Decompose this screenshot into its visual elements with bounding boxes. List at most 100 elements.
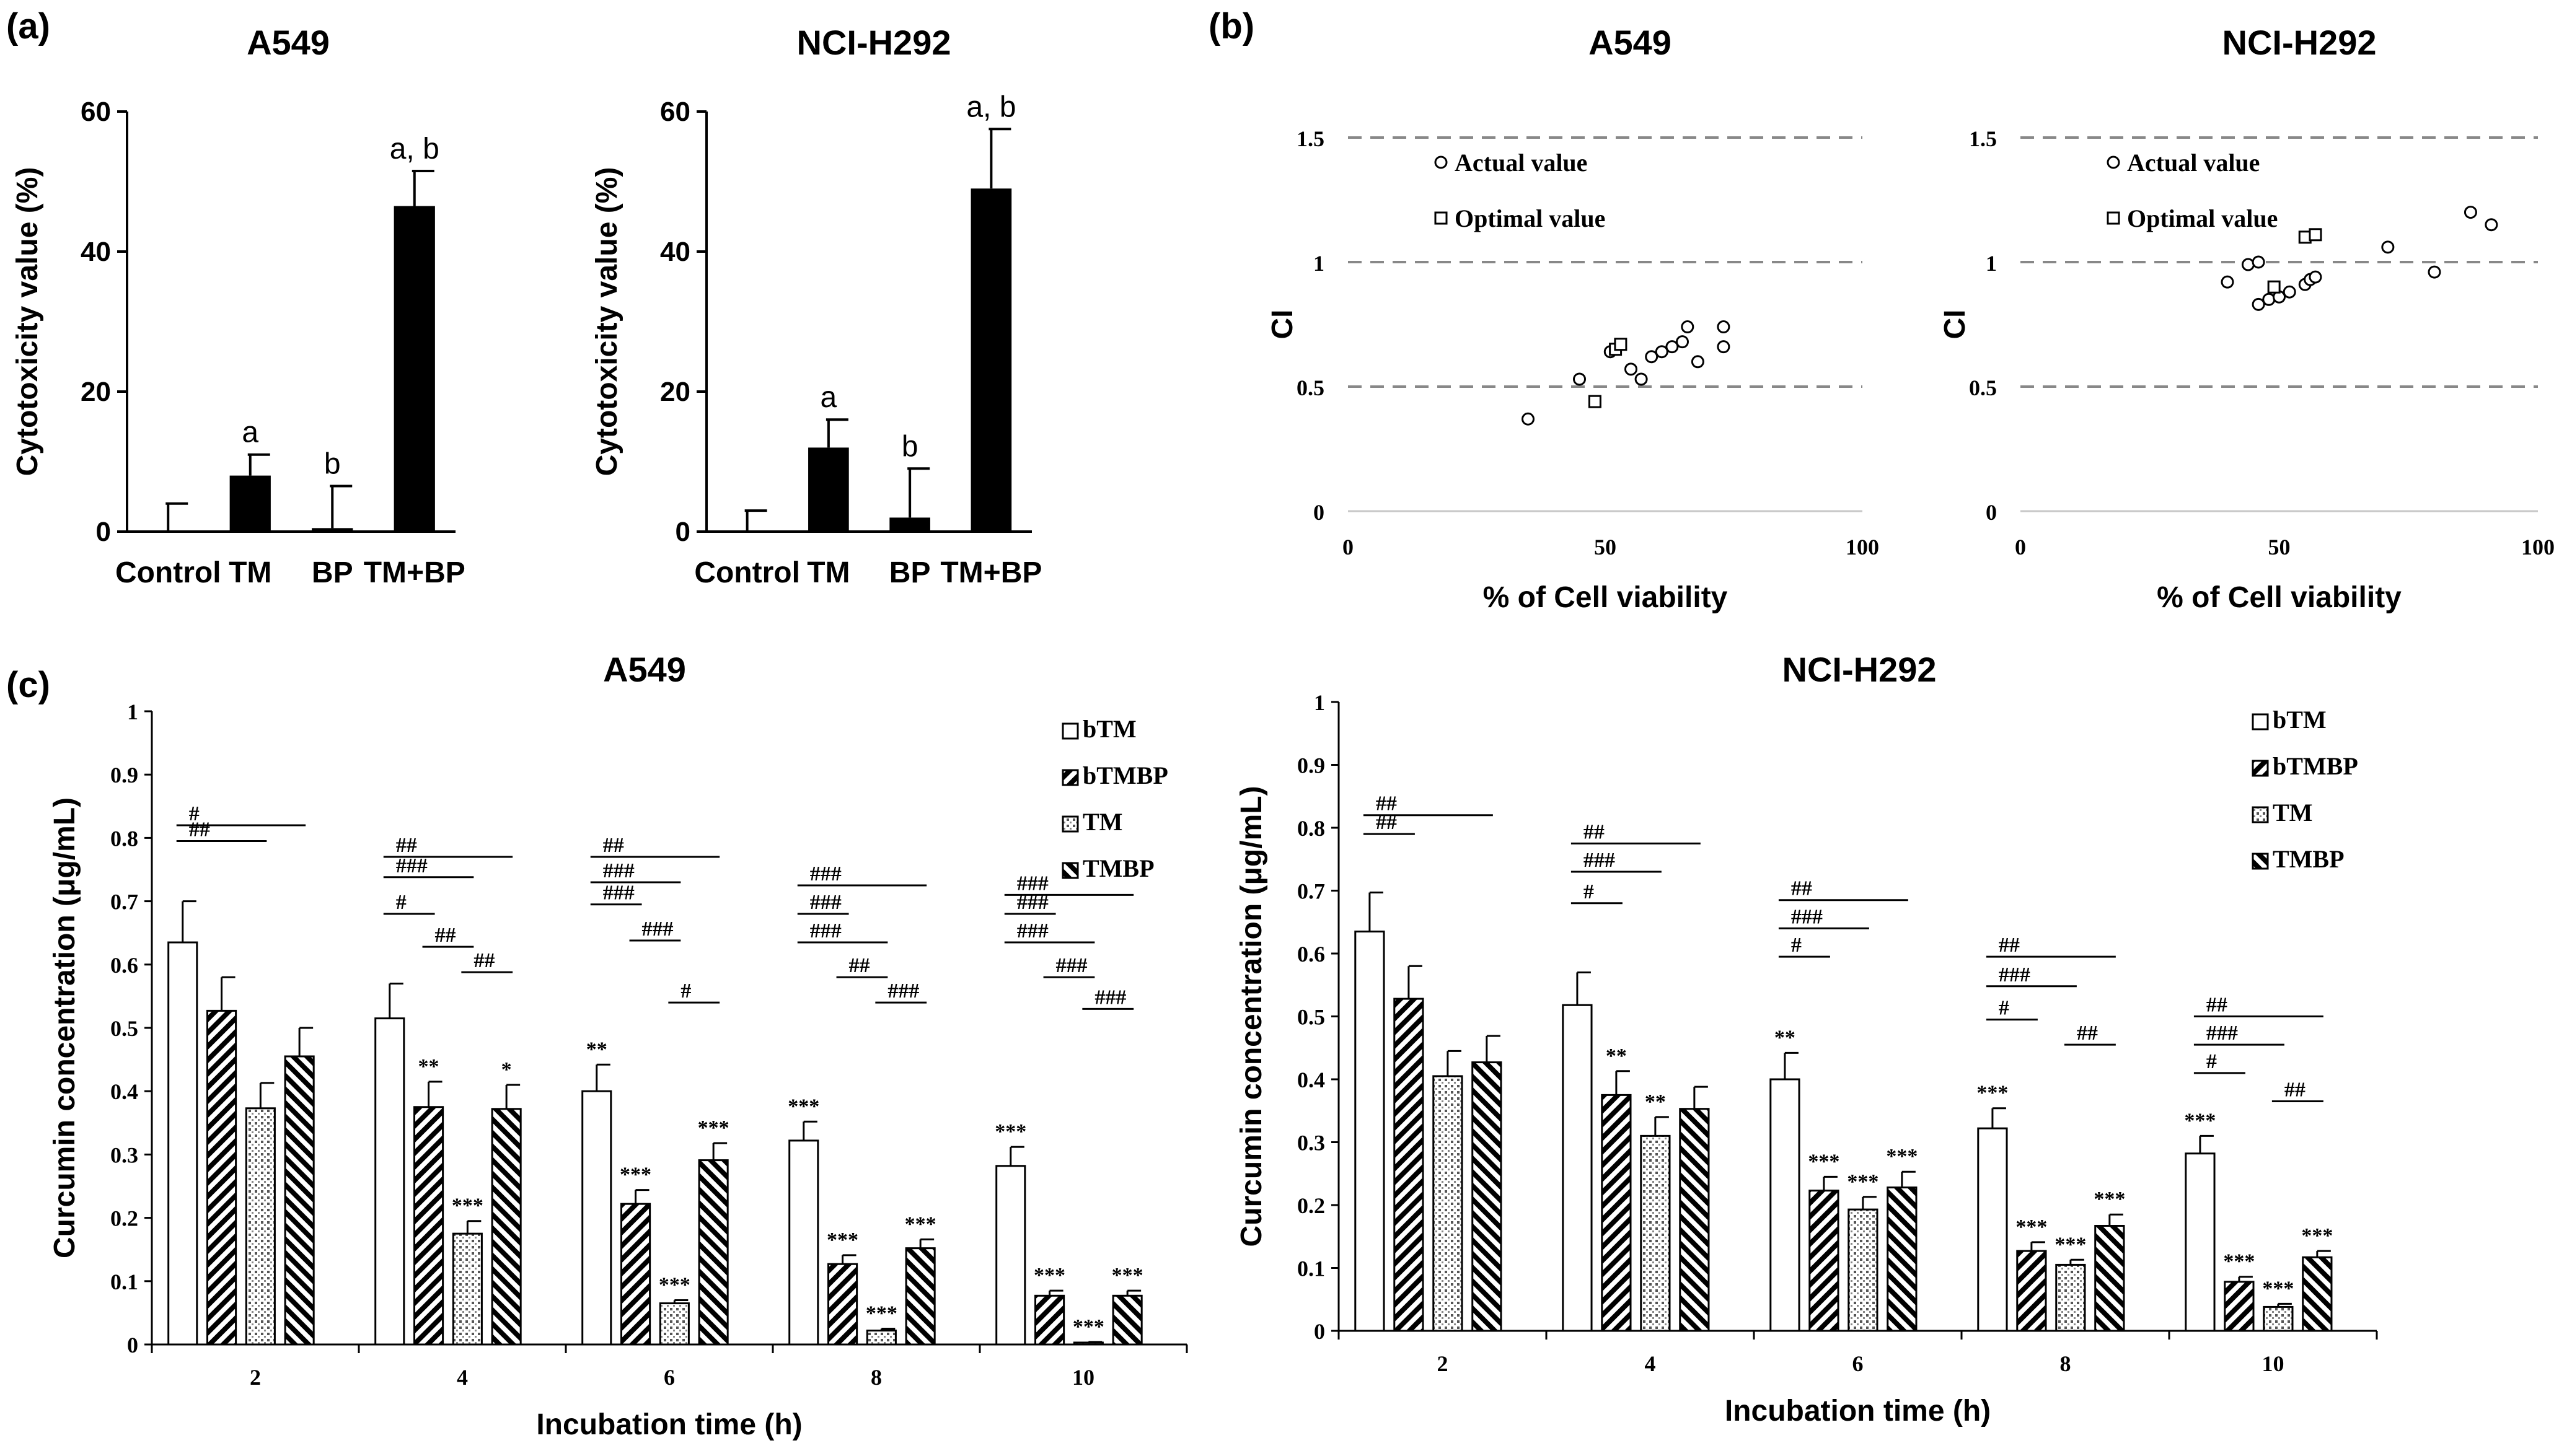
scatter-point-optimal <box>1614 338 1627 351</box>
significance-label: a <box>821 381 837 414</box>
x-tick-label: 50 <box>2268 535 2291 559</box>
scatter-point-actual <box>2464 206 2477 219</box>
significance-stars: *** <box>1976 1082 2008 1105</box>
y-tick-label: 0.4 <box>1297 1068 1325 1092</box>
y-tick-label: 1 <box>1314 690 1325 715</box>
x-tick-label: 0 <box>1342 535 1354 559</box>
legend-swatch <box>2252 853 2269 870</box>
scatter-point-actual <box>2485 218 2498 232</box>
significance-stars: *** <box>2262 1277 2294 1300</box>
x-tick-label: 10 <box>1072 1365 1094 1390</box>
bar <box>229 475 271 532</box>
legend-label: bTM <box>1083 715 1137 743</box>
significance-stars: *** <box>827 1229 858 1252</box>
y-tick-label: 1 <box>1313 251 1324 276</box>
bar <box>284 1055 315 1346</box>
y-tick-label: 0.7 <box>1297 879 1325 904</box>
y-tick-label: 1 <box>1986 251 1997 276</box>
scatter-point-actual <box>1573 372 1586 386</box>
x-tick-label: 10 <box>2262 1351 2284 1376</box>
y-tick-label: 0.2 <box>1297 1193 1325 1218</box>
significance-stars: *** <box>2301 1224 2333 1247</box>
significance-stars: *** <box>2055 1233 2086 1256</box>
x-tick-label: BP <box>312 556 353 589</box>
bar <box>491 1108 522 1346</box>
comparison-label: # <box>1791 934 1802 957</box>
y-tick-label: 40 <box>81 237 111 267</box>
y-tick-label: 0 <box>1314 1319 1325 1344</box>
comparison-label: # <box>1583 880 1594 903</box>
scatter-point-actual <box>2262 292 2276 306</box>
y-axis-label: Curcumin concentration (μg/mL) <box>48 797 81 1258</box>
legend-swatch <box>2252 760 2269 777</box>
x-tick-label: 100 <box>1846 535 1879 559</box>
scatter-point-actual <box>2428 265 2441 279</box>
bar <box>1354 930 1385 1332</box>
legend-swatch <box>2252 806 2269 823</box>
bar <box>581 1090 612 1346</box>
y-tick-label: 0 <box>96 517 111 547</box>
bar <box>452 1232 483 1346</box>
significance-stars: *** <box>1073 1315 1104 1338</box>
chart-title: A549 <box>1588 23 1671 62</box>
legend-swatch <box>1062 862 1079 879</box>
x-tick-label: 50 <box>1594 535 1616 559</box>
scatter-point-actual <box>2283 285 2296 299</box>
bar <box>698 1159 729 1346</box>
x-tick-label: 0 <box>2015 535 2026 559</box>
scatter-point-actual <box>1717 320 1730 334</box>
legend-label: Optimal value <box>1455 204 1605 232</box>
x-tick-label: 6 <box>664 1365 675 1390</box>
legend-swatch <box>1062 722 1079 740</box>
y-axis-label: Curcumin concentration (μg/mL) <box>1235 786 1268 1247</box>
comparison-label: ## <box>2206 994 2227 1017</box>
y-tick-label: 0.5 <box>1297 1005 1325 1030</box>
scatter-point-actual <box>1717 340 1730 354</box>
bar <box>413 1106 444 1346</box>
chart-b-a549: A549 0 0.5 1 1.5 0 50 100 CI % of Cell viability A… <box>1266 23 1879 614</box>
comparison-label: ### <box>603 859 635 882</box>
significance-stars: * <box>501 1058 512 1081</box>
legend-swatch <box>2252 713 2269 730</box>
legend-label: bTM <box>2273 706 2327 734</box>
bar <box>2185 1152 2216 1332</box>
legend-marker-circle <box>1434 156 1448 169</box>
legend-label: Optimal value <box>2127 204 2278 232</box>
bar <box>2055 1263 2086 1332</box>
scatter-point-actual <box>2252 297 2265 311</box>
bar <box>167 941 198 1346</box>
comparison-label: ## <box>2284 1079 2306 1102</box>
y-tick-label: 0 <box>1986 500 1997 525</box>
comparison-label: # <box>1999 997 2009 1020</box>
y-tick-label: 20 <box>660 377 690 407</box>
y-tick-label: 0.6 <box>110 953 138 978</box>
y-tick-label: 1.5 <box>1969 126 1997 151</box>
bar <box>2302 1256 2333 1332</box>
legend-marker-square <box>2107 211 2120 225</box>
x-tick-label: BP <box>889 556 931 589</box>
legend-label: TM <box>2273 799 2312 827</box>
y-tick-label: 0.7 <box>110 890 138 914</box>
comparison-label: ### <box>810 919 842 942</box>
scatter-point-actual <box>1691 355 1704 369</box>
legend-label: bTMBP <box>2273 752 2358 780</box>
bar <box>2094 1224 2125 1332</box>
x-tick-label: Control <box>115 556 221 589</box>
comparison-label: ### <box>810 891 842 914</box>
comparison-label: ### <box>1017 919 1049 942</box>
significance-label: a <box>242 416 258 449</box>
bar <box>995 1165 1026 1346</box>
bar <box>971 188 1012 532</box>
y-tick-label: 0.5 <box>110 1016 138 1041</box>
significance-label: a, b <box>966 90 1016 123</box>
y-tick-label: 0.2 <box>110 1206 138 1231</box>
bar <box>827 1263 858 1346</box>
significance-stars: *** <box>2094 1188 2125 1211</box>
comparison-label: ## <box>603 834 624 857</box>
significance-stars: *** <box>698 1116 729 1139</box>
bar <box>659 1302 690 1346</box>
significance-stars: ** <box>1774 1026 1795 1049</box>
bar <box>1034 1294 1065 1346</box>
legend-label: TM <box>1083 808 1122 836</box>
